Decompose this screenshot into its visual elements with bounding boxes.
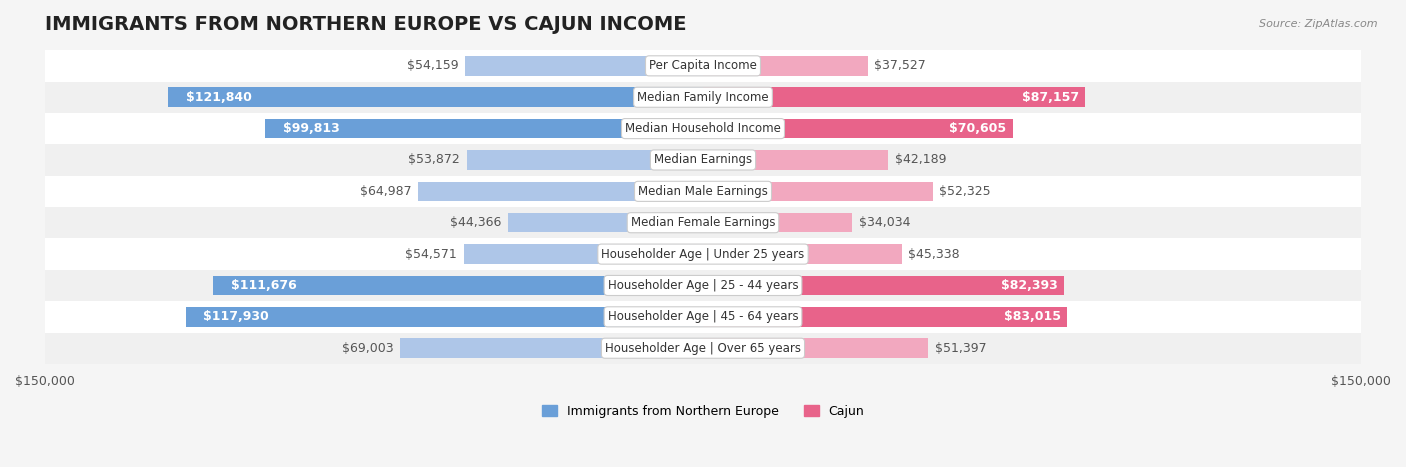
Bar — [45, 207, 1361, 239]
Text: $42,189: $42,189 — [894, 154, 946, 166]
Text: Median Earnings: Median Earnings — [654, 154, 752, 166]
Text: $82,393: $82,393 — [1001, 279, 1057, 292]
Text: $121,840: $121,840 — [186, 91, 252, 104]
Text: $54,159: $54,159 — [408, 59, 458, 72]
Text: $117,930: $117,930 — [204, 311, 269, 323]
Bar — [214, 276, 703, 295]
Text: Median Family Income: Median Family Income — [637, 91, 769, 104]
Legend: Immigrants from Northern Europe, Cajun: Immigrants from Northern Europe, Cajun — [537, 400, 869, 423]
Text: $54,571: $54,571 — [405, 248, 457, 261]
Text: $99,813: $99,813 — [283, 122, 339, 135]
Bar — [703, 276, 1064, 295]
Bar — [509, 213, 703, 233]
Bar — [45, 113, 1361, 144]
Text: Median Male Earnings: Median Male Earnings — [638, 185, 768, 198]
Text: $37,527: $37,527 — [875, 59, 927, 72]
Bar — [169, 87, 703, 107]
Text: $64,987: $64,987 — [360, 185, 412, 198]
Text: $83,015: $83,015 — [1004, 311, 1060, 323]
Bar — [266, 119, 703, 138]
Bar — [45, 144, 1361, 176]
Text: $44,366: $44,366 — [450, 216, 502, 229]
Bar — [45, 82, 1361, 113]
Bar — [703, 150, 889, 170]
Bar — [45, 50, 1361, 82]
Text: $34,034: $34,034 — [859, 216, 911, 229]
Bar — [703, 244, 901, 264]
Text: $45,338: $45,338 — [908, 248, 960, 261]
Text: Median Household Income: Median Household Income — [626, 122, 780, 135]
Bar — [703, 339, 928, 358]
Text: Householder Age | Over 65 years: Householder Age | Over 65 years — [605, 342, 801, 355]
Text: $111,676: $111,676 — [231, 279, 297, 292]
Bar — [464, 244, 703, 264]
Bar — [703, 119, 1012, 138]
Text: Per Capita Income: Per Capita Income — [650, 59, 756, 72]
Bar — [703, 56, 868, 76]
Text: $70,605: $70,605 — [949, 122, 1007, 135]
Bar — [45, 333, 1361, 364]
Text: Source: ZipAtlas.com: Source: ZipAtlas.com — [1260, 19, 1378, 28]
Text: Median Female Earnings: Median Female Earnings — [631, 216, 775, 229]
Text: $52,325: $52,325 — [939, 185, 991, 198]
Bar — [703, 182, 932, 201]
Text: Householder Age | 25 - 44 years: Householder Age | 25 - 44 years — [607, 279, 799, 292]
Bar — [703, 307, 1067, 326]
Bar — [45, 239, 1361, 270]
Text: $53,872: $53,872 — [408, 154, 460, 166]
Bar — [401, 339, 703, 358]
Bar — [186, 307, 703, 326]
Bar — [703, 87, 1085, 107]
Text: Householder Age | 45 - 64 years: Householder Age | 45 - 64 years — [607, 311, 799, 323]
Text: IMMIGRANTS FROM NORTHERN EUROPE VS CAJUN INCOME: IMMIGRANTS FROM NORTHERN EUROPE VS CAJUN… — [45, 15, 686, 34]
Bar — [418, 182, 703, 201]
Bar — [703, 213, 852, 233]
Text: Householder Age | Under 25 years: Householder Age | Under 25 years — [602, 248, 804, 261]
Bar — [467, 150, 703, 170]
Text: $87,157: $87,157 — [1022, 91, 1078, 104]
Text: $69,003: $69,003 — [342, 342, 394, 355]
Bar — [45, 301, 1361, 333]
Text: $51,397: $51,397 — [935, 342, 987, 355]
Bar — [45, 270, 1361, 301]
Bar — [45, 176, 1361, 207]
Bar — [465, 56, 703, 76]
